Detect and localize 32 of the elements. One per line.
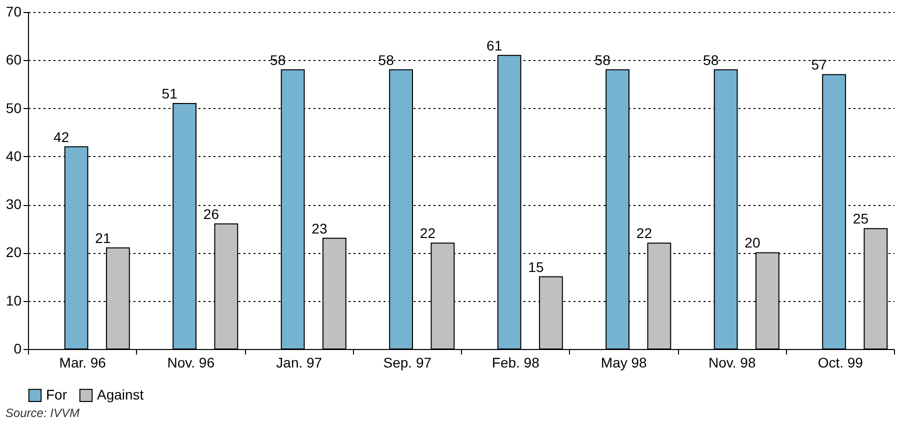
y-tick-label: 40 [6, 148, 22, 164]
x-tick-label: Jan. 97 [276, 354, 322, 370]
x-tick-label: May 98 [600, 354, 648, 370]
y-tick-label: 60 [6, 52, 22, 68]
x-tick-label: Feb. 98 [492, 354, 540, 370]
x-tick-label: Mar. 96 [59, 354, 106, 370]
y-tick-label: 20 [6, 244, 22, 260]
data-label: 23 [312, 220, 328, 236]
data-label: 25 [852, 210, 869, 227]
legend-label: Against [97, 386, 144, 402]
y-tick-label: 0 [14, 340, 22, 356]
y-tick-label: 50 [6, 100, 22, 116]
y-tick-label: 30 [6, 196, 22, 212]
data-label: 21 [95, 230, 111, 246]
x-tick-label: Nov. 96 [167, 354, 215, 370]
data-label: 22 [636, 225, 652, 242]
x-tick-label: Sep. 97 [383, 354, 432, 370]
data-label: 61 [486, 37, 502, 54]
y-tick-label: 70 [6, 4, 22, 20]
data-label: 26 [203, 206, 220, 222]
data-label: 51 [162, 85, 178, 102]
data-label: 15 [528, 258, 544, 275]
data-label: 58 [594, 52, 611, 68]
y-tick-label: 10 [6, 292, 22, 308]
x-tick-label: Oct. 99 [818, 354, 864, 370]
data-label: 20 [744, 234, 760, 251]
x-tick-label: Nov. 98 [708, 354, 756, 370]
legend-label: For [46, 386, 68, 402]
data-label: 58 [270, 52, 286, 68]
data-label: 42 [54, 128, 70, 145]
data-label: 22 [420, 225, 436, 242]
source-note: Source: IVVM [5, 406, 80, 420]
